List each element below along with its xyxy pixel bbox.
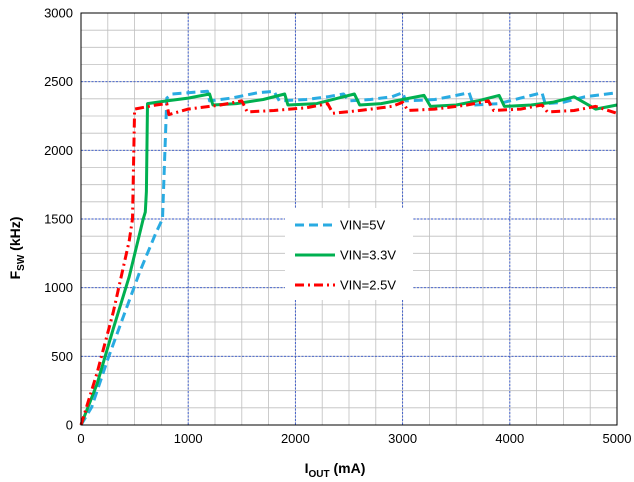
legend-label-2: VIN=3.3V xyxy=(340,248,396,263)
series-line-2 xyxy=(79,92,618,426)
y-tick-label: 2500 xyxy=(44,74,73,89)
y-tick-label: 500 xyxy=(51,349,73,364)
legend-label-1: VIN=5V xyxy=(340,218,385,233)
y-axis-title: FSW (kHz) xyxy=(7,217,27,280)
y-tick-label: 3000 xyxy=(44,6,73,21)
series-line-3 xyxy=(79,99,618,426)
tick-labels: 0 1000 2000 3000 4000 5000 0 500 1000 1500 2000 250… xyxy=(44,6,631,447)
series-lines xyxy=(79,89,618,426)
y-tick-label: 0 xyxy=(66,418,73,433)
legend-label-3: VIN=2.5V xyxy=(340,278,396,293)
grid xyxy=(80,12,618,426)
x-axis-title: IOUT (mA) xyxy=(305,460,366,480)
y-tick-label: 1500 xyxy=(44,212,73,227)
plot-area-border xyxy=(80,12,618,426)
x-tick-label: 3000 xyxy=(388,431,417,446)
x-tick-label: 0 xyxy=(77,431,84,446)
x-tick-label: 2000 xyxy=(281,431,310,446)
y-tick-label: 1000 xyxy=(44,280,73,295)
x-tick-label: 1000 xyxy=(174,431,203,446)
legend: VIN=5V VIN=3.3V VIN=2.5V xyxy=(285,208,413,300)
x-tick-label: 4000 xyxy=(495,431,524,446)
series-line-1 xyxy=(79,89,618,426)
x-tick-label: 5000 xyxy=(603,431,632,446)
y-tick-label: 2000 xyxy=(44,143,73,158)
